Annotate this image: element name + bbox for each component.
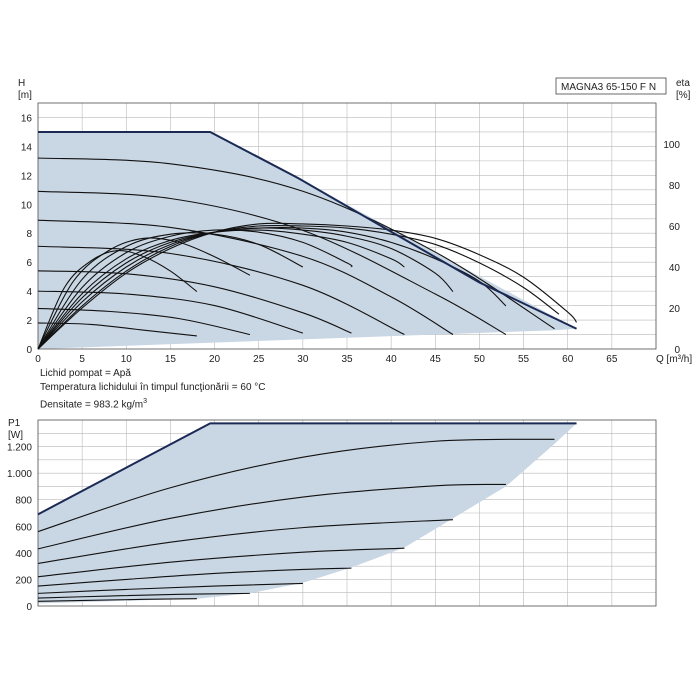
power-curve — [37, 567, 352, 587]
y-tick-label: 0 — [26, 345, 32, 356]
plot-frame — [37, 102, 657, 350]
fluid-note: Lichid pompat = Apă — [40, 368, 131, 379]
x-tick-label: 45 — [430, 354, 442, 365]
y-axis-unit: [W] — [8, 430, 23, 441]
y-tick-label: 1.000 — [7, 469, 32, 480]
x-tick-label: 5 — [79, 354, 85, 365]
y-tick-label: 8 — [26, 229, 32, 240]
y-tick-label: 4 — [26, 287, 32, 298]
y-tick-label: 600 — [15, 522, 32, 533]
y-tick-label: 200 — [15, 575, 32, 586]
head-curve — [37, 290, 304, 334]
density-text: Densitate = 983.2 kg/m — [40, 399, 144, 411]
power-curve — [37, 519, 453, 565]
x-tick-label: 50 — [474, 354, 486, 365]
x-tick-label: 20 — [209, 354, 221, 365]
efficiency-curve — [37, 227, 454, 350]
density-note: Densitate = 983.2 kg/m3 — [40, 396, 147, 411]
plot-frame — [37, 419, 657, 607]
y-tick-label: 400 — [15, 549, 32, 560]
operating-area — [38, 423, 577, 604]
y2-tick-label: 40 — [669, 263, 681, 274]
head-curve — [37, 219, 454, 335]
y-tick-label: 1.200 — [7, 443, 32, 454]
x-axis-label: Q [m³/h] — [656, 354, 692, 365]
efficiency-curve — [37, 249, 198, 350]
x-tick-label: 40 — [386, 354, 398, 365]
efficiency-curve — [37, 237, 251, 350]
efficiency-curve — [37, 229, 353, 350]
y-tick-label: 14 — [21, 142, 33, 153]
y-tick-label: 2 — [26, 316, 32, 327]
x-tick-label: 10 — [121, 354, 133, 365]
y-tick-label: 10 — [21, 200, 33, 211]
max-curve — [37, 422, 577, 516]
x-tick-label: 30 — [297, 354, 309, 365]
x-tick-label: 55 — [518, 354, 530, 365]
power-curve — [37, 598, 197, 602]
y2-axis-unit: [%] — [676, 90, 691, 101]
x-tick-label: 35 — [341, 354, 353, 365]
x-tick-label: 65 — [606, 354, 618, 365]
temperature-note: Temperatura lichidului în timpul funcţio… — [40, 382, 266, 393]
y-axis-label: P1 — [8, 418, 21, 429]
y2-tick-label: 80 — [669, 181, 681, 192]
y2-tick-label: 60 — [669, 222, 681, 233]
x-tick-label: 25 — [253, 354, 265, 365]
efficiency-curve — [37, 224, 560, 350]
power-curve — [37, 547, 405, 578]
y2-axis-label: eta — [676, 78, 690, 89]
x-tick-label: 0 — [35, 354, 41, 365]
y-tick-label: 16 — [21, 113, 33, 124]
power-chart: 0 200 400 600 800 1.000 1.200 P1[W] — [7, 418, 657, 613]
x-tick-label: 15 — [165, 354, 177, 365]
y2-tick-label: 20 — [669, 304, 681, 315]
power-curve — [37, 483, 506, 550]
y-tick-label: 0 — [26, 602, 32, 613]
efficiency-curve — [37, 222, 577, 350]
power-curve — [37, 438, 555, 533]
y-axis-label: H — [18, 78, 25, 89]
y-tick-label: 6 — [26, 258, 32, 269]
power-curve — [37, 582, 303, 594]
x-tick-label: 60 — [562, 354, 574, 365]
density-exponent: 3 — [143, 398, 148, 405]
efficiency-curve — [37, 232, 304, 350]
head-efficiency-chart: 0 5 10 15 20 25 30 35 40 45 50 55 60 65 0 2 4 6 8 10 12 14 16 0… — [18, 77, 692, 365]
y-tick-label: 12 — [21, 171, 33, 182]
efficiency-curve — [37, 226, 507, 350]
max-curve — [38, 130, 577, 330]
y2-tick-label: 0 — [674, 345, 680, 356]
head-curve — [37, 157, 555, 330]
title-box — [555, 77, 667, 95]
y-tick-label: 800 — [15, 496, 32, 507]
chart-title: MAGNA3 65-150 F N — [561, 82, 656, 93]
operating-area — [38, 131, 577, 349]
y2-tick-label: 100 — [663, 140, 680, 151]
head-curve — [37, 270, 352, 334]
y-axis-unit: [m] — [18, 90, 32, 101]
power-curve — [37, 592, 250, 599]
